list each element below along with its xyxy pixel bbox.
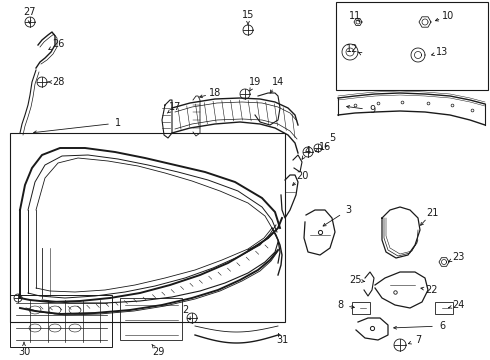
Text: 22: 22 (426, 285, 438, 295)
Text: 30: 30 (18, 347, 30, 357)
Text: 3: 3 (345, 205, 351, 215)
Bar (336, 2, 488, 90)
Text: 16: 16 (319, 142, 331, 152)
Text: 13: 13 (436, 47, 448, 57)
Text: 2: 2 (182, 305, 188, 315)
Text: 20: 20 (296, 171, 308, 181)
Text: 6: 6 (439, 321, 445, 331)
Text: 10: 10 (442, 11, 454, 21)
Text: 24: 24 (452, 300, 464, 310)
Text: 11: 11 (349, 11, 361, 21)
Text: 12: 12 (346, 44, 358, 54)
Text: 21: 21 (426, 208, 438, 218)
Text: 19: 19 (249, 77, 261, 87)
Text: 23: 23 (452, 252, 464, 262)
Bar (10, 295, 112, 347)
Text: 29: 29 (152, 347, 164, 357)
Text: 17: 17 (169, 102, 181, 112)
Text: 28: 28 (52, 77, 64, 87)
Bar (435, 302, 453, 314)
Bar (10, 133, 285, 322)
Text: 14: 14 (272, 77, 284, 87)
Text: 9: 9 (369, 105, 375, 115)
Text: 26: 26 (52, 39, 64, 49)
Text: 8: 8 (337, 300, 343, 310)
Text: 1: 1 (115, 118, 121, 128)
Text: 31: 31 (276, 335, 288, 345)
Bar (120, 298, 182, 340)
Text: 15: 15 (242, 10, 254, 20)
Text: 7: 7 (415, 335, 421, 345)
Bar (352, 302, 370, 314)
Text: 18: 18 (209, 88, 221, 98)
Text: 5: 5 (329, 133, 335, 143)
Text: 27: 27 (23, 7, 35, 17)
Text: 4: 4 (305, 146, 311, 156)
Text: 25: 25 (349, 275, 361, 285)
